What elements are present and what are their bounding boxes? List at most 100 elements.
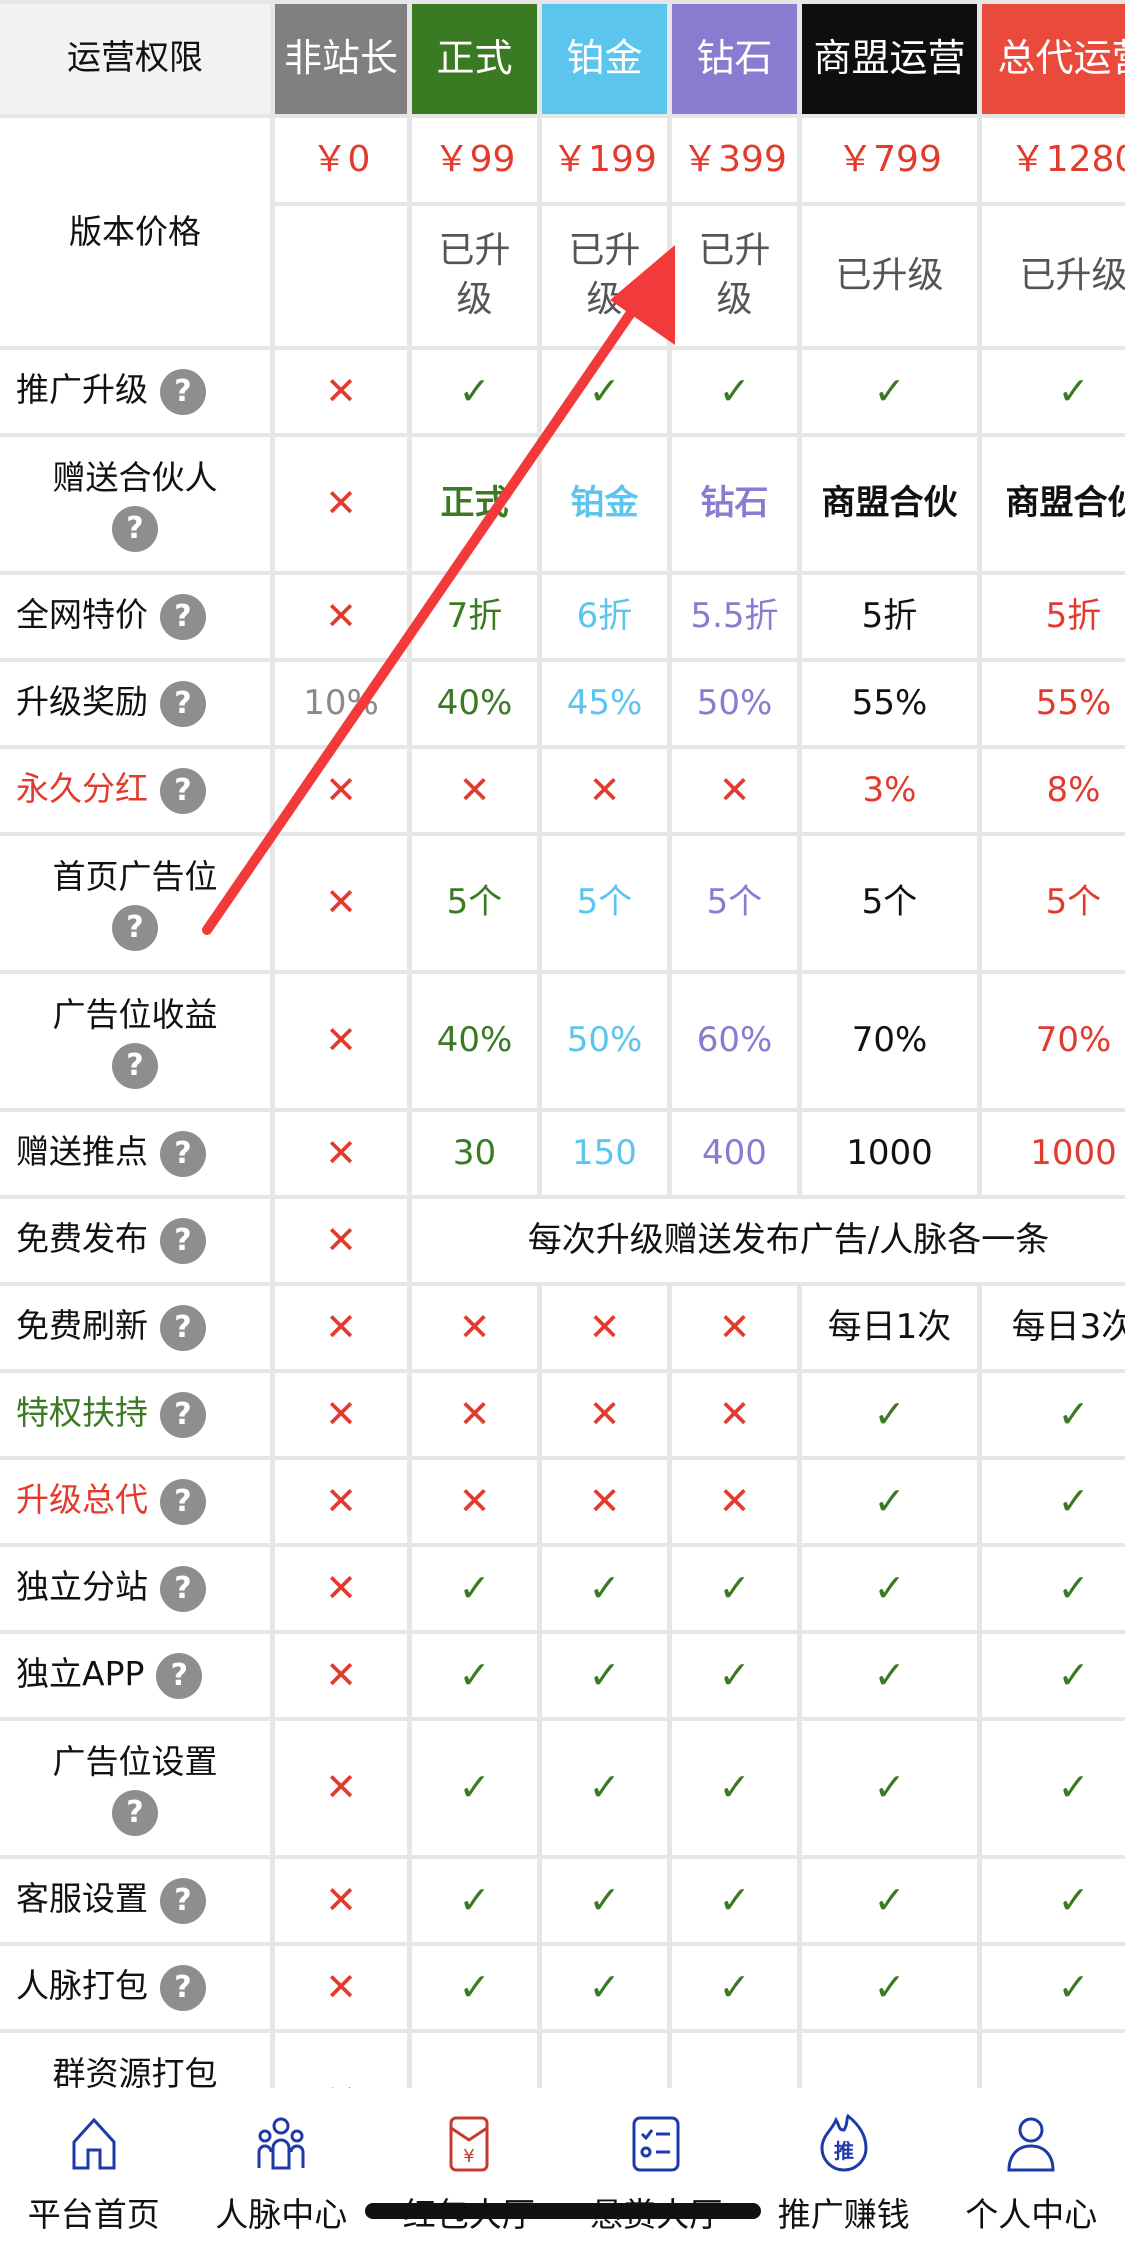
row-label-cell: 免费发布? bbox=[0, 1199, 270, 1282]
help-icon[interactable]: ? bbox=[160, 1304, 206, 1351]
check-icon: ✓ bbox=[982, 350, 1125, 433]
table-row: 赠送推点? ✕ 30 150 400 1000 1000 bbox=[0, 1112, 1125, 1195]
value-cell: 每次升级赠送发布广告/人脉各一条 bbox=[412, 1199, 1125, 1282]
table-row: 赠送合伙人? ✕ 正式 铂金 钻石 商盟合伙 商盟合伙 bbox=[0, 437, 1125, 571]
value-cell: 45% bbox=[542, 662, 667, 745]
upgrade-status: 已升级 bbox=[802, 206, 977, 346]
table-row: 升级奖励? 10% 40% 45% 50% 55% 55% bbox=[0, 662, 1125, 745]
table-row: 广告位收益? ✕ 40% 50% 60% 70% 70% bbox=[0, 974, 1125, 1108]
check-icon: ✓ bbox=[802, 1946, 977, 2029]
table-row: 推广升级? ✕ ✓ ✓ ✓ ✓ ✓ bbox=[0, 350, 1125, 433]
check-icon: ✓ bbox=[982, 1859, 1125, 1942]
cross-icon: ✕ bbox=[542, 1286, 667, 1369]
help-icon[interactable]: ? bbox=[160, 1565, 206, 1612]
value-cell: 55% bbox=[982, 662, 1125, 745]
cross-icon: ✕ bbox=[542, 1460, 667, 1543]
tier-header: 钻石 bbox=[672, 4, 797, 114]
price-cell: ￥0 bbox=[275, 118, 407, 202]
help-icon[interactable]: ? bbox=[112, 905, 158, 952]
check-icon: ✓ bbox=[802, 350, 977, 433]
row-label-cell: 升级奖励? bbox=[0, 662, 270, 745]
user-icon bbox=[1007, 2117, 1055, 2172]
row-label-cell: 永久分红? bbox=[0, 749, 270, 832]
help-icon[interactable]: ? bbox=[160, 1877, 206, 1924]
header-title: 运营权限 bbox=[0, 4, 270, 114]
tier-header: 商盟运营 bbox=[802, 4, 977, 114]
row-label-cell: 赠送合伙人? bbox=[0, 437, 270, 571]
value-cell: 商盟合伙 bbox=[802, 437, 977, 571]
row-label: 独立APP bbox=[16, 1654, 145, 1694]
help-icon[interactable]: ? bbox=[156, 1652, 203, 1699]
help-icon[interactable]: ? bbox=[160, 767, 206, 814]
row-label: 客服设置 bbox=[16, 1879, 148, 1919]
row-label-cell: 推广升级? bbox=[0, 350, 270, 433]
value-cell: 铂金 bbox=[542, 437, 667, 571]
value-cell: 7折 bbox=[412, 575, 537, 658]
nav-item-5[interactable]: 个人中心 bbox=[938, 2088, 1125, 2242]
price-cell: ￥399 bbox=[672, 118, 797, 202]
cross-icon: ✕ bbox=[275, 1634, 407, 1717]
help-icon[interactable]: ? bbox=[160, 680, 206, 727]
value-cell: 5个 bbox=[412, 836, 537, 970]
row-label: 赠送推点 bbox=[16, 1132, 148, 1172]
home-indicator[interactable] bbox=[365, 2203, 761, 2219]
row-label-cell: 升级总代? bbox=[0, 1460, 270, 1543]
check-icon: ✓ bbox=[672, 350, 797, 433]
help-icon[interactable]: ? bbox=[160, 1478, 206, 1525]
check-icon: ✓ bbox=[542, 1946, 667, 2029]
value-cell: 每日1次 bbox=[802, 1286, 977, 1369]
cross-icon: ✕ bbox=[275, 1547, 407, 1630]
row-label-cell: 人脉打包? bbox=[0, 1946, 270, 2029]
nav-item-4[interactable]: 推推广赚钱 bbox=[750, 2088, 938, 2242]
help-icon[interactable]: ? bbox=[160, 368, 206, 415]
help-icon[interactable]: ? bbox=[112, 1043, 158, 1090]
value-cell: 8% bbox=[982, 749, 1125, 832]
value-cell: 钻石 bbox=[672, 437, 797, 571]
check-icon: ✓ bbox=[982, 1547, 1125, 1630]
row-label-cell: 独立分站? bbox=[0, 1547, 270, 1630]
table-row: 免费刷新? ✕ ✕ ✕ ✕ 每日1次 每日3次 bbox=[0, 1286, 1125, 1369]
row-label: 广告位收益 bbox=[52, 994, 218, 1034]
help-icon[interactable]: ? bbox=[112, 1790, 158, 1837]
check-icon: ✓ bbox=[672, 1859, 797, 1942]
row-label: 赠送合伙人 bbox=[52, 457, 218, 497]
upgrade-status: 已升级 bbox=[542, 206, 667, 346]
value-cell: 3% bbox=[802, 749, 977, 832]
cross-icon: ✕ bbox=[672, 749, 797, 832]
cross-icon: ✕ bbox=[275, 974, 407, 1108]
value-cell: 5个 bbox=[802, 836, 977, 970]
nav-label: 个人中心 bbox=[965, 2195, 1098, 2234]
table-row: 永久分红? ✕ ✕ ✕ ✕ 3% 8% bbox=[0, 749, 1125, 832]
nav-label: 推广赚钱 bbox=[777, 2195, 910, 2234]
check-icon: ✓ bbox=[542, 1547, 667, 1630]
help-icon[interactable]: ? bbox=[160, 1217, 206, 1264]
nav-item-0[interactable]: 平台首页 bbox=[0, 2088, 188, 2242]
cross-icon: ✕ bbox=[275, 350, 407, 433]
row-label: 版本价格 bbox=[0, 118, 270, 346]
help-icon[interactable]: ? bbox=[160, 1391, 206, 1438]
value-cell: 6折 bbox=[542, 575, 667, 658]
cross-icon: ✕ bbox=[275, 836, 407, 970]
row-label-cell: 广告位收益? bbox=[0, 974, 270, 1108]
cross-icon: ✕ bbox=[412, 749, 537, 832]
cross-icon: ✕ bbox=[672, 1460, 797, 1543]
price-cell: ￥199 bbox=[542, 118, 667, 202]
help-icon[interactable]: ? bbox=[160, 593, 206, 640]
value-cell: 30 bbox=[412, 1112, 537, 1195]
check-icon: ✓ bbox=[802, 1460, 977, 1543]
nav-label: 平台首页 bbox=[27, 2195, 160, 2234]
value-cell: 50% bbox=[672, 662, 797, 745]
value-cell: 70% bbox=[802, 974, 977, 1108]
value-cell: 5个 bbox=[672, 836, 797, 970]
help-icon[interactable]: ? bbox=[160, 1964, 206, 2011]
check-icon: ✓ bbox=[672, 1946, 797, 2029]
cross-icon: ✕ bbox=[672, 1286, 797, 1369]
help-icon[interactable]: ? bbox=[112, 506, 158, 553]
help-icon[interactable]: ? bbox=[160, 1130, 206, 1177]
table-row: 免费发布? ✕ 每次升级赠送发布广告/人脉各一条 bbox=[0, 1199, 1125, 1282]
table-row: 首页广告位? ✕ 5个 5个 5个 5个 5个 bbox=[0, 836, 1125, 970]
nav-item-1[interactable]: 人脉中心 bbox=[188, 2088, 376, 2242]
row-label: 升级总代 bbox=[16, 1480, 148, 1520]
svg-text:¥: ¥ bbox=[463, 2146, 474, 2167]
table-row: 客服设置? ✕ ✓ ✓ ✓ ✓ ✓ bbox=[0, 1859, 1125, 1942]
